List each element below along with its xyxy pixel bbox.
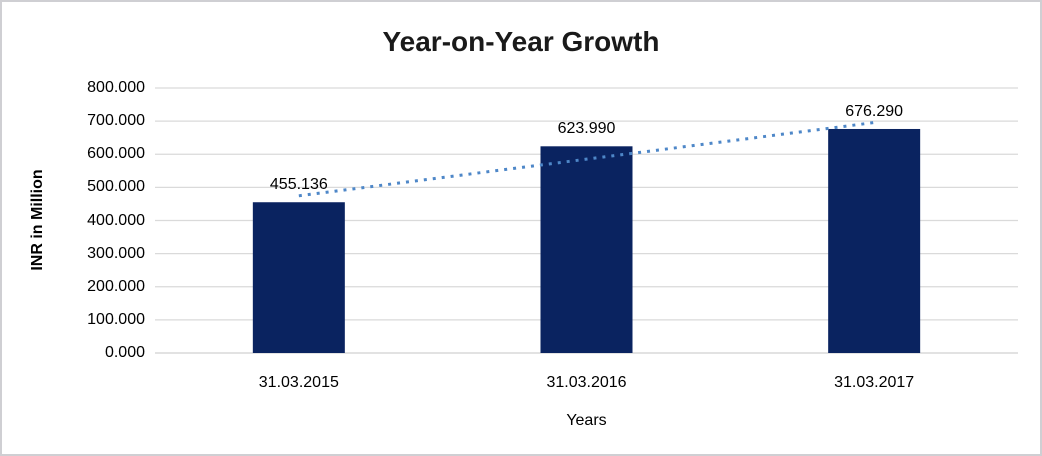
x-tick-label: 31.03.2016 [546, 374, 627, 391]
y-tick-label: 100.000 [87, 310, 145, 328]
trendline [298, 121, 875, 198]
bar-31.03.2016 [540, 146, 633, 353]
x-axis-title: Years [566, 412, 607, 429]
x-tick-label: 31.03.2015 [258, 374, 339, 391]
y-tick-label: 800.000 [87, 79, 145, 96]
bar-31.03.2015 [252, 202, 345, 353]
y-tick-label: 700.000 [87, 112, 145, 130]
bar-data-label: 676.290 [845, 102, 904, 120]
bar-31.03.2017 [828, 128, 921, 353]
chart-title: Year-on-Year Growth [382, 26, 660, 57]
y-tick-label: 600.000 [87, 145, 145, 163]
x-tick-label: 31.03.2017 [834, 374, 915, 391]
y-tick-label: 200.000 [87, 277, 145, 295]
y-tick-label: 500.000 [87, 178, 145, 196]
y-tick-label: 0.000 [104, 344, 145, 361]
bar-data-label: 455.136 [269, 176, 328, 194]
y-tick-label: 400.000 [87, 211, 145, 229]
y-tick-label: 300.000 [87, 244, 145, 262]
bar-data-label: 623.990 [557, 120, 616, 138]
